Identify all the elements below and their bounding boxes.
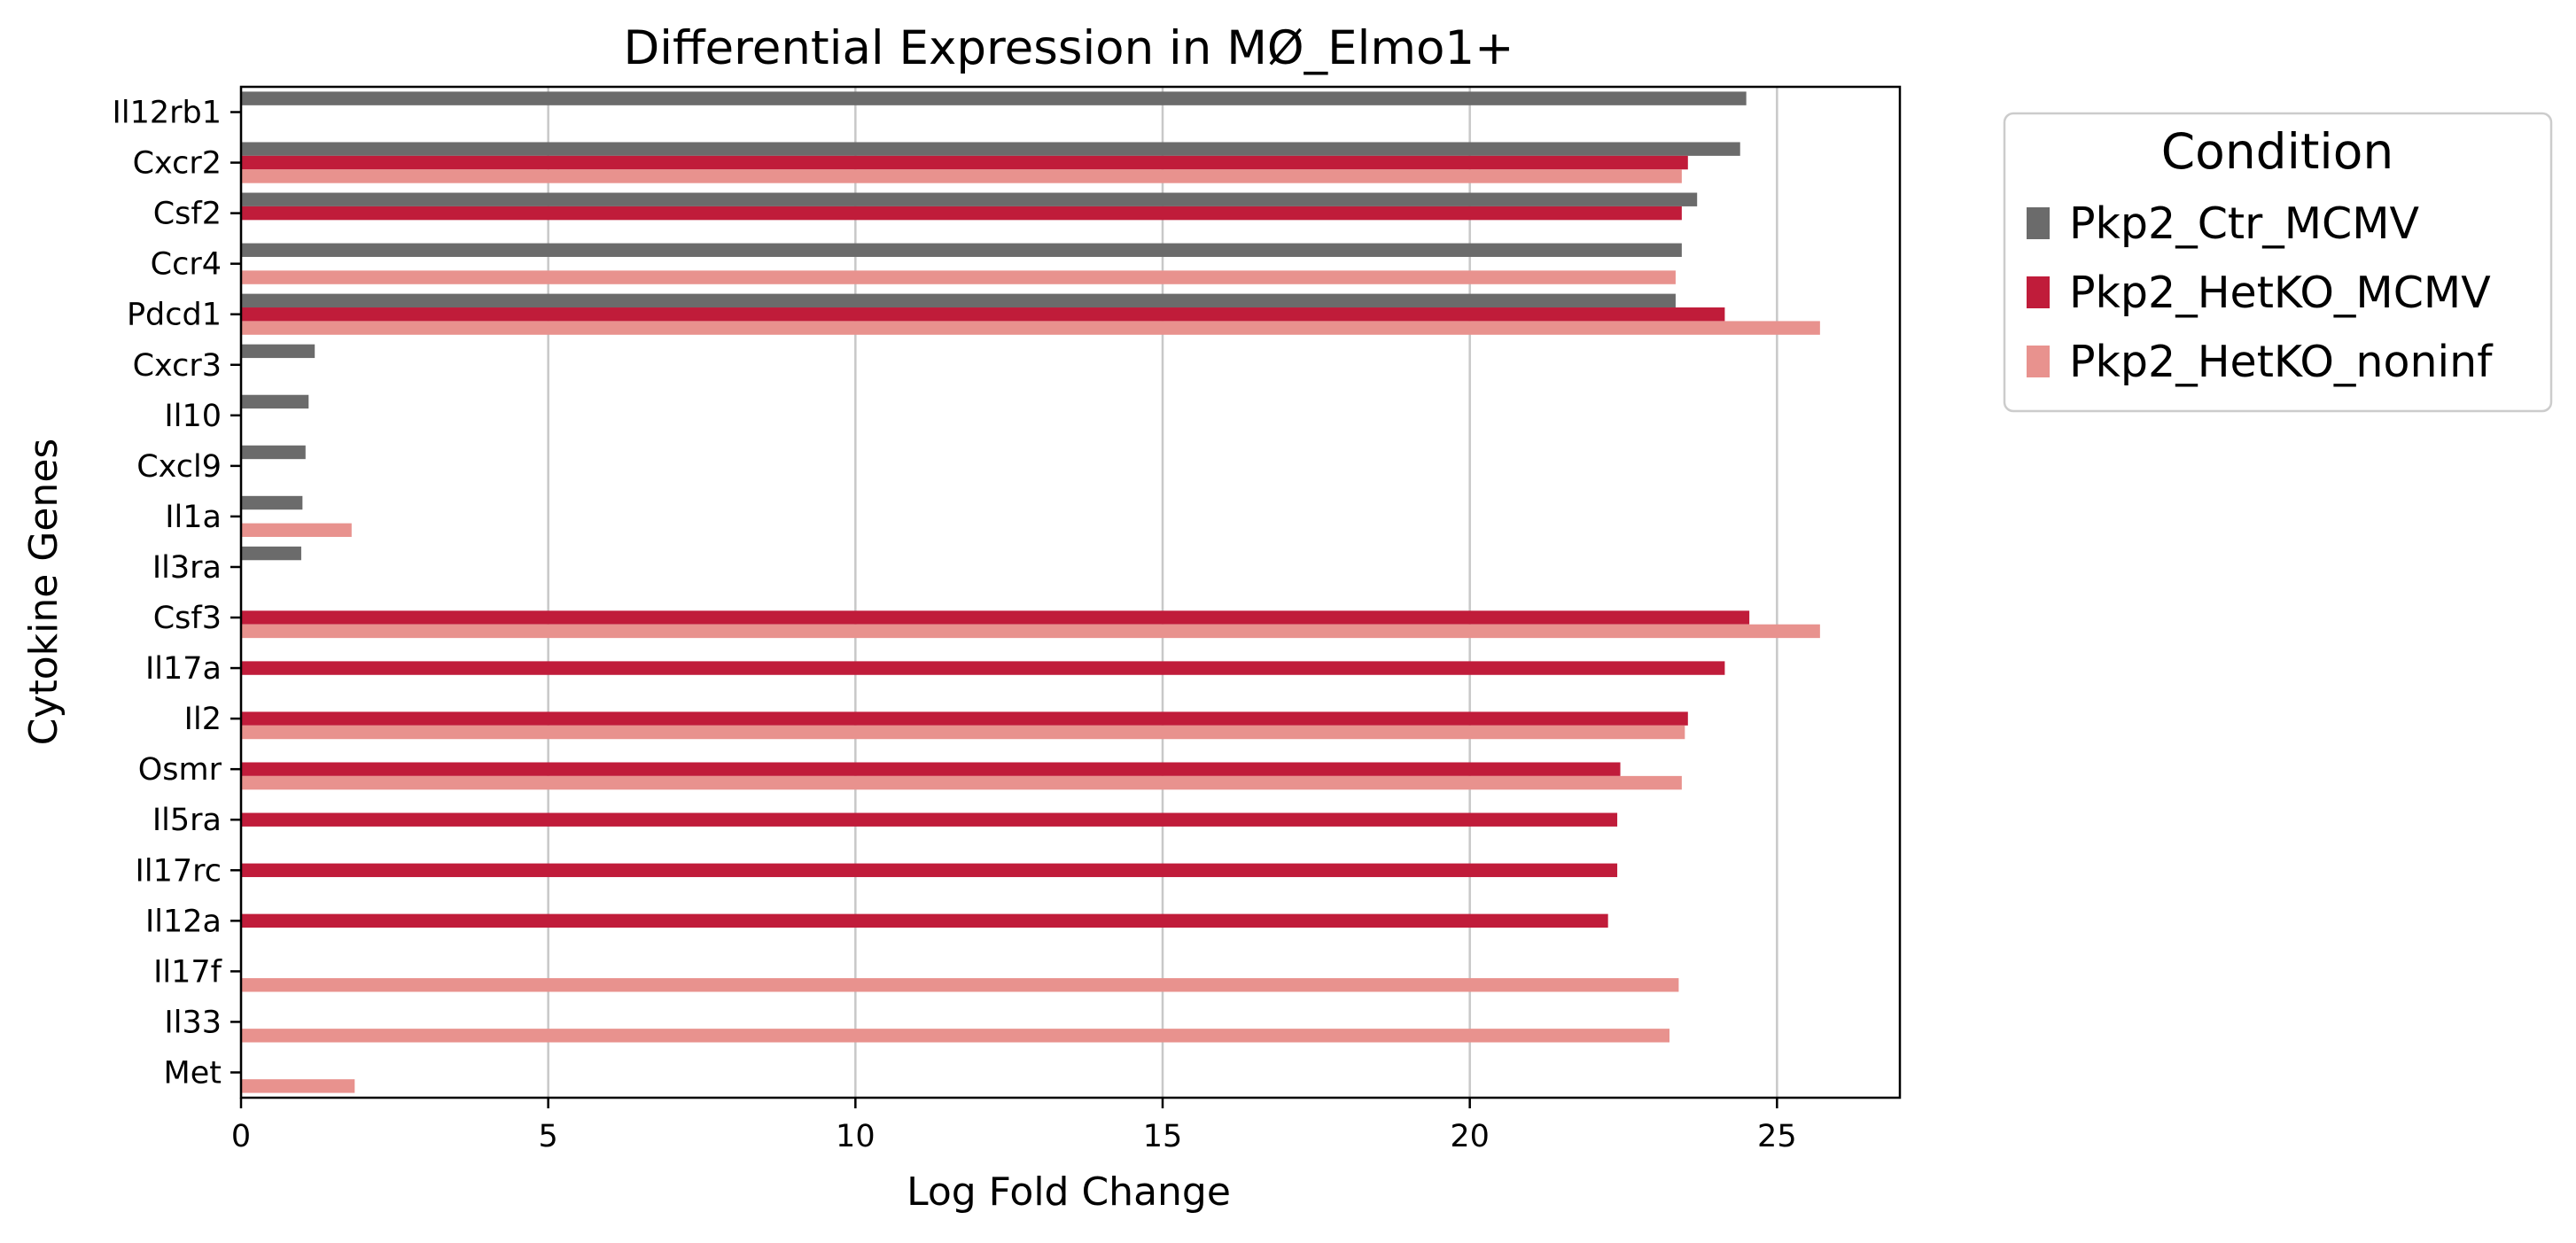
bar-Pkp2_HetKO_MCMV-Csf2 xyxy=(241,206,1682,221)
bar-Pkp2_HetKO_MCMV-Il12a xyxy=(241,913,1608,928)
x-tick-label: 5 xyxy=(539,1119,558,1154)
y-tick-label: Csf2 xyxy=(153,197,222,232)
bar-Pkp2_Ctr_MCMV-Cxcr2 xyxy=(241,142,1740,156)
x-tick-label: 0 xyxy=(231,1119,251,1154)
bar-Pkp2_HetKO_noninf-Il2 xyxy=(241,725,1685,740)
y-tick-label: Il10 xyxy=(164,399,222,434)
bar-Pkp2_HetKO_noninf-Osmr xyxy=(241,775,1682,790)
y-tick-label: Il33 xyxy=(164,1005,222,1040)
y-tick-label: Il3ra xyxy=(152,550,222,586)
bar-Pkp2_HetKO_MCMV-Il2 xyxy=(241,711,1688,726)
y-tick-label: Il12rb1 xyxy=(113,96,222,131)
gridlines xyxy=(239,87,1778,1098)
y-tick-label: Il17a xyxy=(145,651,222,687)
y-tick-label: Osmr xyxy=(138,752,222,788)
bar-Pkp2_HetKO_MCMV-Il17rc xyxy=(241,863,1618,877)
y-tick-label: Pdcd1 xyxy=(127,298,222,333)
bar-Pkp2_HetKO_noninf-Met xyxy=(241,1079,355,1093)
bar-Pkp2_HetKO_MCMV-Il5ra xyxy=(241,812,1618,827)
legend-items: Pkp2_Ctr_MCMV Pkp2_HetKO_MCMV Pkp2_HetKO_n… xyxy=(2027,198,2494,387)
bar-Pkp2_Ctr_MCMV-Il12rb1 xyxy=(241,91,1747,105)
y-tick-label: Cxcr2 xyxy=(133,146,222,182)
bar-Pkp2_Ctr_MCMV-Pdcd1 xyxy=(241,293,1676,308)
bar-Pkp2_Ctr_MCMV-Ccr4 xyxy=(241,243,1682,257)
bar-Pkp2_HetKO_noninf-Cxcr2 xyxy=(241,169,1682,183)
x-tick-label: 25 xyxy=(1757,1119,1797,1154)
x-tick-label: 15 xyxy=(1143,1119,1183,1154)
y-axis-ticks: Il12rb1 Cxcr2 Csf2 Ccr4 Pdcd1 Cxcr3 Il10 Cxcl9 I… xyxy=(113,96,241,1091)
bars xyxy=(241,91,1820,1093)
legend-swatch xyxy=(2027,276,2050,308)
y-axis-label: Cytokine Genes xyxy=(21,439,66,746)
x-axis-ticks: 0 5 10 15 20 25 xyxy=(231,1098,1797,1154)
y-tick-label: Cxcl9 xyxy=(136,449,222,485)
y-tick-label: Il5ra xyxy=(152,803,222,838)
y-tick-label: Cxcr3 xyxy=(133,348,222,384)
legend-swatch xyxy=(2027,346,2050,377)
bar-Pkp2_HetKO_noninf-Csf3 xyxy=(241,624,1820,639)
legend-swatch xyxy=(2027,207,2050,239)
bar-Pkp2_HetKO_MCMV-Csf3 xyxy=(241,610,1750,625)
bar-Pkp2_HetKO_noninf-Pdcd1 xyxy=(241,321,1820,335)
legend-label: Pkp2_Ctr_MCMV xyxy=(2069,198,2420,249)
bar-Pkp2_HetKO_MCMV-Osmr xyxy=(241,762,1621,776)
y-tick-label: Il1a xyxy=(165,500,222,535)
x-tick-label: 20 xyxy=(1450,1119,1490,1154)
bar-Pkp2_Ctr_MCMV-Csf2 xyxy=(241,192,1698,206)
x-axis-label: Log Fold Change xyxy=(907,1169,1231,1215)
bar-Pkp2_HetKO_noninf-Ccr4 xyxy=(241,270,1676,284)
x-tick-label: 10 xyxy=(836,1119,876,1154)
bar-Pkp2_Ctr_MCMV-Cxcl9 xyxy=(241,445,306,460)
legend-frame xyxy=(2003,112,2553,413)
bar-Pkp2_Ctr_MCMV-Il3ra xyxy=(241,546,301,561)
y-tick-label: Il12a xyxy=(145,904,222,939)
bar-Pkp2_Ctr_MCMV-Il10 xyxy=(241,394,309,409)
bar-Pkp2_HetKO_noninf-Il1a xyxy=(241,523,352,538)
y-tick-label: Ccr4 xyxy=(151,247,222,283)
bar-Pkp2_HetKO_noninf-Il33 xyxy=(241,1029,1669,1043)
bar-Pkp2_HetKO_MCMV-Pdcd1 xyxy=(241,307,1725,322)
y-tick-label: Csf3 xyxy=(153,601,222,636)
bar-Pkp2_HetKO_MCMV-Il17a xyxy=(241,661,1725,675)
legend-label: Pkp2_HetKO_MCMV xyxy=(2069,268,2491,318)
chart-title: Differential Expression in MØ_Elmo1+ xyxy=(623,21,1514,75)
y-tick-label: Il2 xyxy=(184,702,222,737)
bar-Pkp2_HetKO_noninf-Il17f xyxy=(241,978,1679,992)
y-tick-label: Met xyxy=(164,1055,222,1091)
y-tick-label: Il17rc xyxy=(136,853,222,889)
plot-frame xyxy=(239,85,1902,1099)
bar-Pkp2_Ctr_MCMV-Il1a xyxy=(241,495,303,510)
legend-label: Pkp2_HetKO_noninf xyxy=(2069,337,2494,387)
y-tick-label: Il17f xyxy=(153,954,222,990)
bar-Pkp2_Ctr_MCMV-Cxcr3 xyxy=(241,344,315,359)
legend: Condition Pkp2_Ctr_MCMVPkp2_HetKO_MCMVPk… xyxy=(2003,112,2553,413)
bar-Pkp2_HetKO_MCMV-Cxcr2 xyxy=(241,155,1688,170)
legend-title: Condition xyxy=(2161,123,2393,180)
